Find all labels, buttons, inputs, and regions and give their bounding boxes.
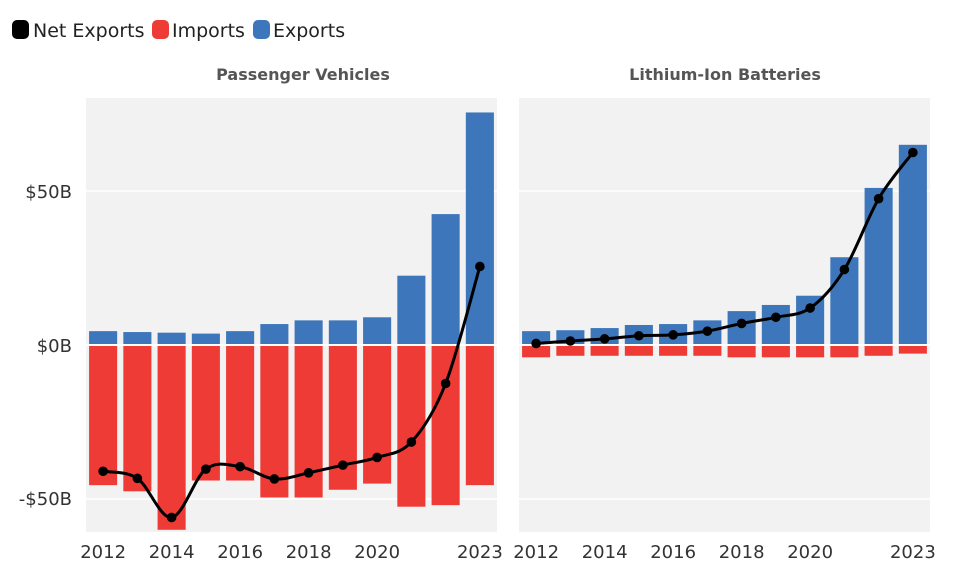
export-bar-2019[interactable]: [761, 304, 790, 345]
y-tick-label-0: $0B: [37, 336, 72, 357]
legend-swatch-imports: [152, 20, 169, 39]
export-bar-2020[interactable]: [796, 295, 825, 345]
legend-label-net-exports: Net Exports: [33, 20, 145, 42]
net-exports-point-2018[interactable]: [303, 468, 314, 478]
export-bar-2020[interactable]: [363, 317, 392, 345]
legend-label-exports: Exports: [273, 20, 345, 42]
import-bar-2020[interactable]: [796, 345, 825, 358]
import-bar-2013[interactable]: [556, 345, 585, 356]
import-bar-2022[interactable]: [431, 345, 460, 506]
net-exports-point-2023[interactable]: [908, 147, 918, 158]
x-tick-label-2020: 2020: [787, 542, 833, 563]
panel-passenger-vehicles: 2012 2014 2016 2018 2020 2023: [80, 98, 503, 563]
net-exports-point-2018[interactable]: [736, 318, 747, 329]
export-bar-2019[interactable]: [328, 320, 357, 345]
net-exports-point-2021[interactable]: [406, 437, 417, 447]
net-exports-point-2014[interactable]: [166, 512, 177, 523]
plot-background: [519, 98, 930, 532]
x-tick-label-2012: 2012: [80, 542, 126, 563]
export-bar-2022[interactable]: [864, 187, 893, 345]
import-bar-2013[interactable]: [123, 345, 152, 492]
net-exports-point-2020[interactable]: [372, 452, 382, 463]
import-bar-2021[interactable]: [397, 345, 426, 507]
import-bar-2018[interactable]: [727, 345, 756, 358]
net-exports-point-2022[interactable]: [873, 193, 884, 204]
x-tick-label-2014: 2014: [149, 542, 195, 563]
legend-item-imports[interactable]: Imports: [152, 20, 245, 42]
import-bar-2014[interactable]: [590, 345, 619, 356]
net-exports-point-2013[interactable]: [132, 473, 143, 484]
export-bar-2023[interactable]: [465, 112, 494, 346]
net-exports-point-2019[interactable]: [338, 460, 348, 470]
x-tick-label-2018: 2018: [719, 542, 765, 563]
net-exports-point-2017[interactable]: [269, 474, 280, 484]
export-bar-2014[interactable]: [157, 332, 186, 345]
y-axis: $50B $0B -$50B: [19, 182, 72, 510]
legend-swatch-net-exports: [12, 20, 29, 39]
net-exports-point-2015[interactable]: [634, 330, 644, 341]
import-bar-2012[interactable]: [89, 345, 118, 486]
import-bar-2015[interactable]: [624, 345, 653, 356]
net-exports-point-2021[interactable]: [839, 264, 850, 275]
export-bar-2016[interactable]: [226, 331, 255, 345]
legend-item-exports[interactable]: Exports: [253, 20, 345, 42]
import-bar-2017[interactable]: [693, 345, 722, 356]
net-exports-point-2015[interactable]: [201, 464, 211, 474]
net-exports-point-2017[interactable]: [702, 326, 713, 336]
legend-swatch-exports: [253, 20, 270, 39]
net-exports-point-2020[interactable]: [805, 303, 815, 313]
export-bar-2013[interactable]: [123, 332, 152, 345]
x-tick-label-2023: 2023: [890, 542, 936, 563]
y-tick-label-neg50: -$50B: [19, 489, 72, 510]
legend: Net Exports Imports Exports: [12, 20, 345, 42]
x-tick-label-2014: 2014: [582, 542, 628, 563]
net-exports-point-2014[interactable]: [599, 334, 610, 344]
export-bar-2023[interactable]: [898, 144, 927, 345]
import-bar-2021[interactable]: [830, 345, 859, 358]
panel-title-lithium-ion-batteries: Lithium-Ion Batteries: [629, 65, 821, 84]
panel-title-passenger-vehicles: Passenger Vehicles: [216, 65, 390, 84]
export-bar-2021[interactable]: [397, 275, 426, 345]
export-bar-2017[interactable]: [260, 324, 289, 345]
x-tick-label-2016: 2016: [217, 542, 263, 563]
import-bar-2019[interactable]: [761, 345, 790, 358]
export-bar-2018[interactable]: [294, 320, 323, 345]
net-exports-point-2016[interactable]: [668, 330, 678, 340]
import-bar-2020[interactable]: [363, 345, 392, 484]
x-tick-label-2012: 2012: [513, 542, 559, 563]
legend-label-imports: Imports: [172, 20, 245, 42]
import-bar-2016[interactable]: [659, 345, 688, 356]
legend-item-net-exports[interactable]: Net Exports: [12, 20, 145, 42]
net-exports-point-2019[interactable]: [771, 312, 781, 323]
net-exports-point-2013[interactable]: [565, 336, 576, 346]
x-tick-label-2023: 2023: [457, 542, 503, 563]
import-bar-2012[interactable]: [522, 345, 551, 358]
export-bar-2015[interactable]: [191, 333, 220, 345]
import-bar-2022[interactable]: [864, 345, 893, 356]
panel-lithium-ion-batteries: 2012 2014 2016 2018 2020 2023: [513, 98, 936, 563]
export-bar-2022[interactable]: [431, 214, 460, 345]
net-exports-point-2023[interactable]: [475, 261, 485, 272]
net-exports-point-2012[interactable]: [98, 466, 108, 477]
net-exports-point-2016[interactable]: [235, 461, 245, 472]
import-bar-2015[interactable]: [191, 345, 220, 481]
import-bar-2016[interactable]: [226, 345, 255, 481]
import-bar-2023[interactable]: [465, 345, 494, 486]
plot-background: [86, 98, 497, 532]
y-tick-label-50: $50B: [25, 182, 72, 203]
net-exports-point-2012[interactable]: [531, 338, 541, 349]
import-bar-2017[interactable]: [260, 345, 289, 498]
x-tick-label-2020: 2020: [354, 542, 400, 563]
import-bar-2023[interactable]: [898, 345, 927, 354]
x-tick-label-2016: 2016: [650, 542, 696, 563]
import-bar-2014[interactable]: [157, 345, 186, 530]
net-exports-point-2022[interactable]: [440, 378, 451, 389]
export-bar-2012[interactable]: [89, 331, 118, 345]
x-tick-label-2018: 2018: [286, 542, 332, 563]
